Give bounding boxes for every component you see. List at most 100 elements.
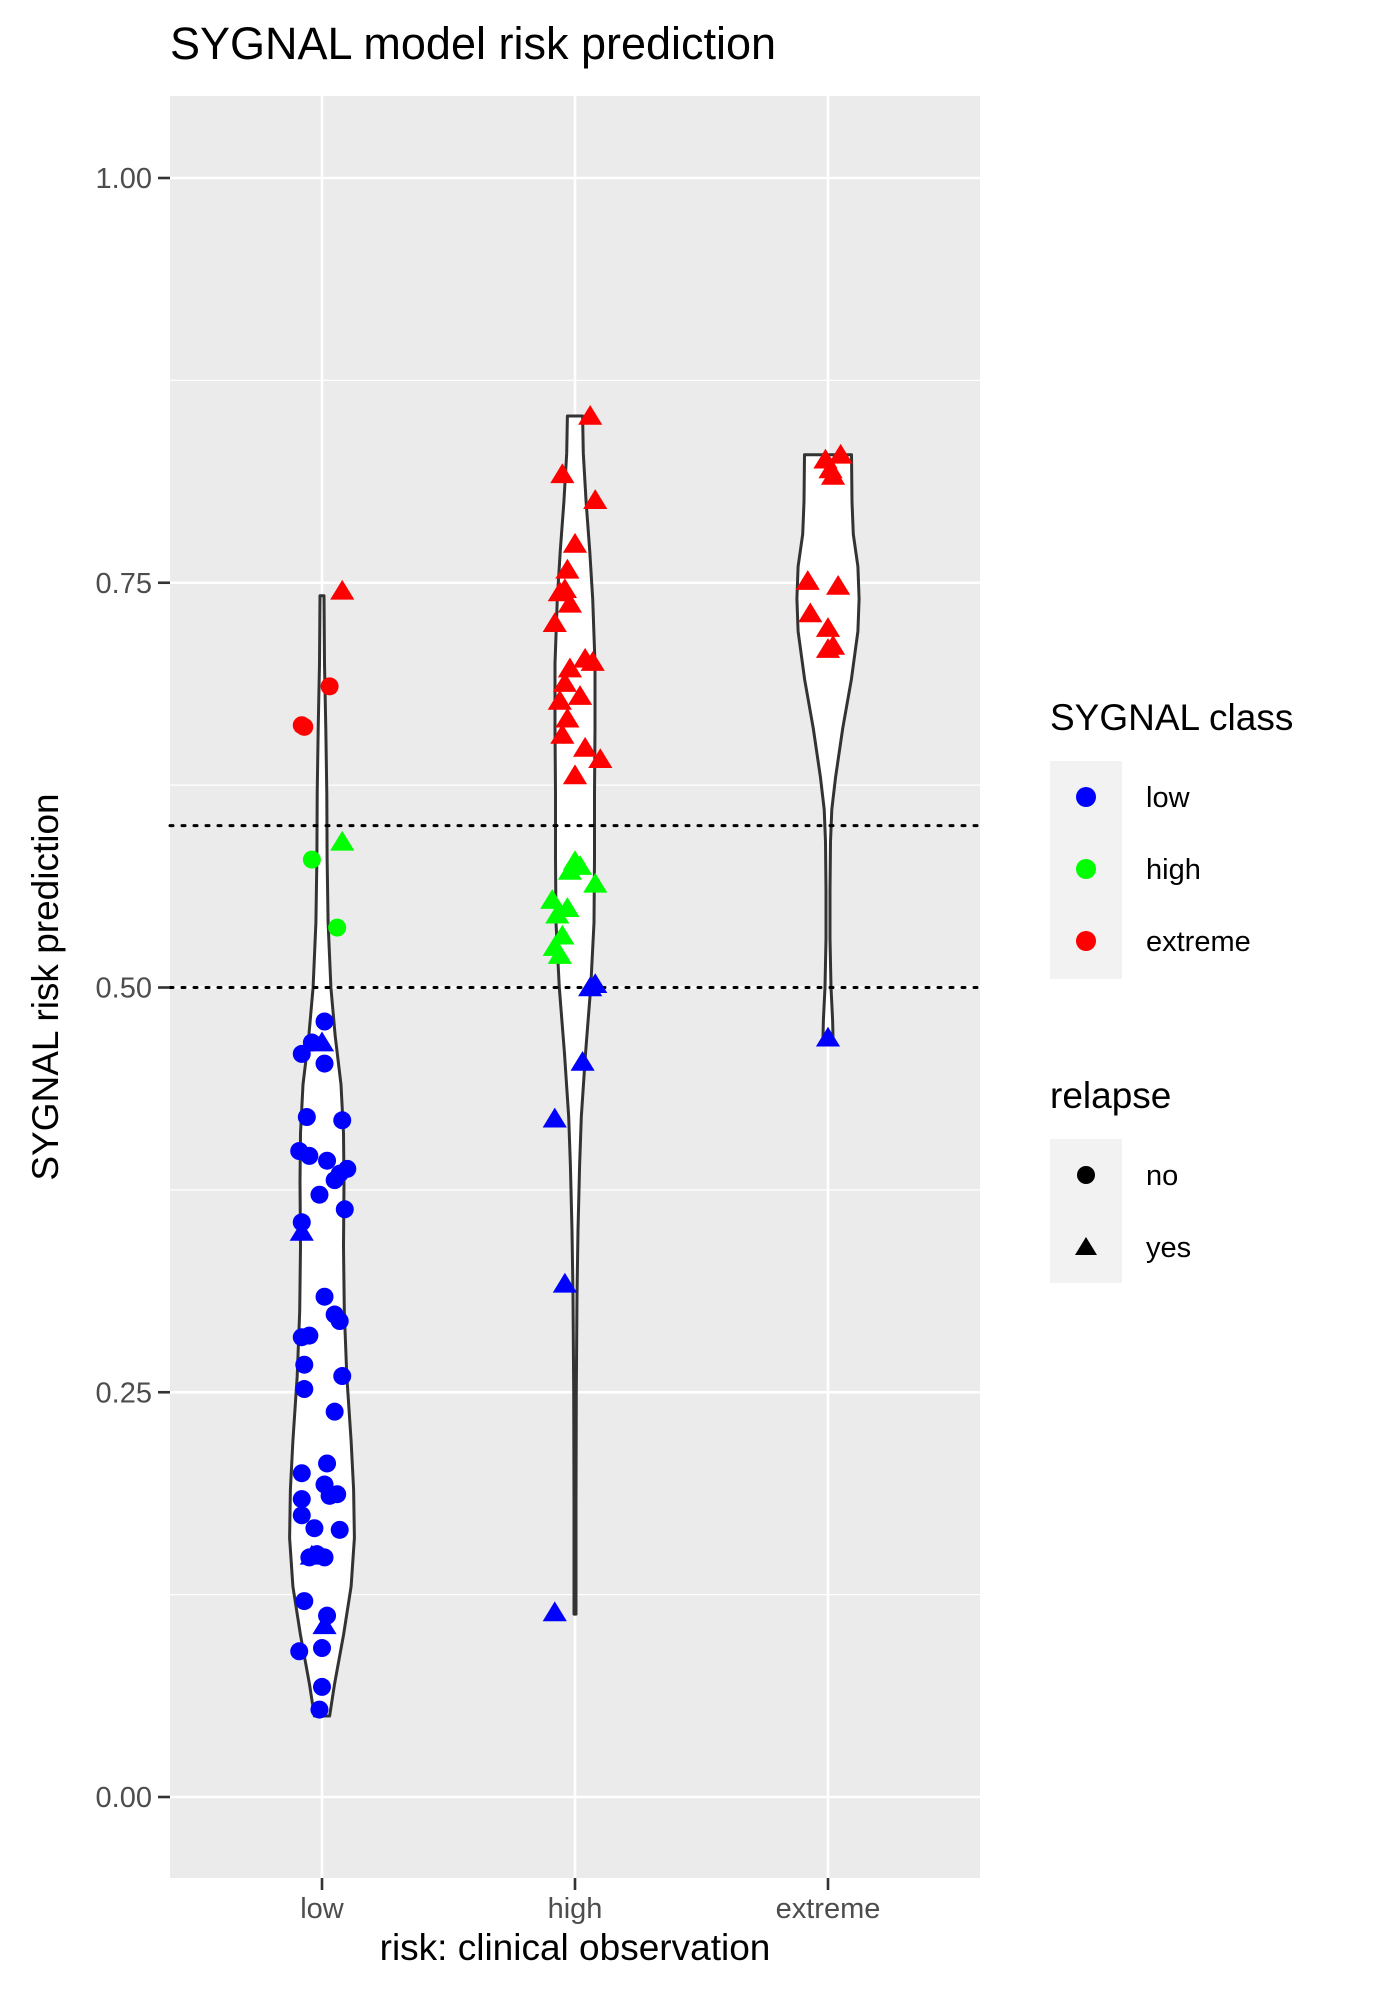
data-point-triangle [828, 443, 853, 464]
y-axis: 0.00 0.25 0.50 0.75 1.00 [96, 163, 170, 1814]
data-point-circle [318, 1606, 337, 1625]
data-point-circle [292, 1506, 311, 1525]
data-point-circle [310, 1185, 329, 1204]
data-point-triangle [540, 889, 565, 909]
data-point-circle [335, 1200, 354, 1219]
data-point-circle [295, 717, 314, 736]
data-point-circle [295, 1355, 314, 1374]
data-point-triangle [820, 634, 846, 655]
data-point-triangle [583, 973, 608, 994]
data-point-triangle [562, 764, 588, 785]
data-point-triangle [550, 463, 575, 484]
y-tick-label: 0.00 [96, 1782, 152, 1814]
data-point-triangle [542, 936, 567, 956]
data-point-triangle [588, 748, 613, 769]
data-point-circle [295, 1380, 314, 1399]
data-point-circle [315, 1287, 334, 1306]
data-point-circle [328, 918, 347, 937]
data-point-triangle [826, 574, 851, 595]
x-tick-label: low [300, 1893, 345, 1925]
legend-key-low [1076, 787, 1096, 807]
legend-color-title: SYGNAL class [1050, 697, 1293, 738]
legend: SYGNAL class low high extreme relapse no ye… [1050, 697, 1293, 1283]
data-point-triangle [550, 924, 575, 945]
data-point-triangle [550, 723, 575, 744]
data-point-circle [318, 1151, 337, 1170]
data-point-triangle [573, 736, 598, 757]
data-point-triangle [330, 579, 355, 600]
legend-shape-key-bg [1050, 1139, 1122, 1283]
data-point-circle [297, 1108, 316, 1127]
data-point-triangle [552, 1272, 577, 1293]
data-point-triangle [578, 404, 603, 425]
data-point-triangle [557, 592, 583, 613]
x-tick-label: extreme [776, 1893, 881, 1925]
y-tick-label: 0.25 [96, 1377, 152, 1409]
y-tick-label: 1.00 [96, 163, 152, 195]
data-point-circle [307, 1545, 326, 1564]
data-point-triangle [815, 617, 841, 637]
legend-key-high [1076, 859, 1096, 879]
x-tick-label: high [548, 1893, 603, 1925]
data-point-triangle [562, 850, 588, 871]
data-point-triangle [547, 689, 572, 710]
data-point-triangle [570, 1050, 595, 1071]
data-point-triangle [552, 672, 577, 692]
data-point-circle [310, 1700, 329, 1719]
legend-label-extreme: extreme [1146, 926, 1251, 958]
data-point-triangle [583, 872, 608, 893]
data-point-triangle [542, 612, 567, 633]
legend-key-no [1077, 1166, 1095, 1184]
data-point-circle [300, 1326, 319, 1345]
data-point-triangle [567, 685, 593, 705]
data-point-circle [315, 1054, 334, 1073]
legend-label-high: high [1146, 854, 1201, 886]
data-point-triangle [555, 707, 580, 728]
reference-lines [168, 824, 982, 989]
data-point-triangle [552, 578, 577, 599]
y-axis-title: SYGNAL risk prediction [25, 793, 66, 1180]
chart-title: SYGNAL model risk prediction [170, 18, 776, 69]
data-point-circle [315, 1475, 334, 1494]
x-axis: low high extreme [300, 1878, 880, 1925]
data-point-circle [330, 1520, 349, 1539]
legend-label-no: no [1146, 1160, 1178, 1192]
data-point-triangle [555, 558, 580, 579]
data-point-circle [313, 1677, 331, 1696]
data-point-circle [295, 1592, 314, 1611]
data-point-triangle [583, 489, 608, 509]
data-point-triangle [330, 830, 355, 851]
data-point-circle [320, 677, 339, 696]
data-point-triangle [542, 1107, 567, 1128]
legend-shape-title: relapse [1050, 1075, 1171, 1116]
data-point-circle [292, 1490, 311, 1509]
legend-label-low: low [1146, 782, 1191, 814]
data-point-circle [333, 1111, 352, 1130]
data-point-triangle [542, 1601, 567, 1622]
data-point-triangle [557, 657, 583, 678]
data-point-circle [338, 1159, 357, 1178]
legend-label-yes: yes [1146, 1232, 1191, 1264]
data-point-triangle [309, 1031, 335, 1052]
data-point-circle [305, 1519, 324, 1538]
data-point-circle [290, 1642, 309, 1661]
data-points [289, 404, 853, 1719]
data-point-circle [315, 1012, 334, 1031]
data-point-circle [333, 1367, 352, 1386]
data-point-circle [292, 1213, 311, 1232]
data-point-triangle [555, 897, 580, 917]
x-axis-title: risk: clinical observation [380, 1927, 771, 1968]
legend-key-yes [1075, 1237, 1097, 1255]
data-point-circle [302, 850, 321, 869]
y-tick-label: 0.50 [96, 973, 152, 1005]
data-point-triangle [545, 903, 570, 924]
data-point-circle [313, 1639, 331, 1658]
data-point-circle [292, 1464, 311, 1483]
data-point-circle [318, 1454, 337, 1473]
data-point-circle [325, 1402, 344, 1421]
data-point-circle [290, 1142, 309, 1161]
violin-extreme [795, 453, 861, 1043]
data-point-circle [328, 1485, 347, 1504]
data-point-triangle [798, 602, 823, 623]
data-point-triangle [815, 1026, 841, 1047]
